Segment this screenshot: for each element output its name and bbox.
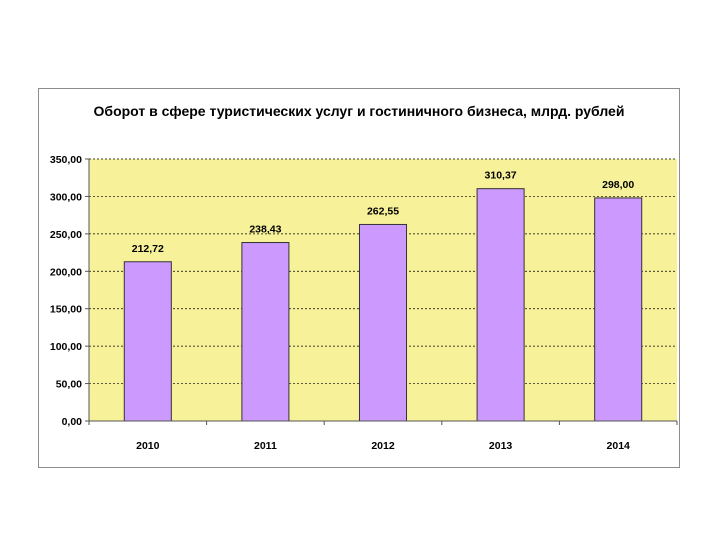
y-tick-label: 50,00 — [56, 379, 82, 391]
bar — [241, 242, 290, 422]
y-tick-label: 100,00 — [50, 341, 82, 353]
bar-chart-plot: 0,00 50,00 100,00 150,00 200,00 250,00 300,00 3… — [50, 154, 678, 452]
x-tick-label: 2011 — [254, 440, 277, 452]
data-labels: 212,72 238,43 262,55 310,37 298,00 — [132, 170, 635, 255]
data-label: 238,43 — [249, 224, 281, 236]
y-tick-label: 150,00 — [50, 304, 82, 316]
bar — [476, 188, 525, 422]
y-axis: 0,00 50,00 100,00 150,00 200,00 250,00 300,00 3… — [50, 154, 90, 428]
bar — [594, 197, 643, 422]
x-tick-label: 2012 — [371, 440, 395, 452]
x-axis: 2010 2011 2012 2013 2014 — [88, 420, 678, 452]
data-label: 262,55 — [367, 205, 399, 217]
x-tick-label: 2010 — [136, 440, 160, 452]
data-label: 212,72 — [132, 243, 164, 255]
bar — [358, 223, 408, 422]
y-tick-label: 200,00 — [50, 266, 82, 278]
bars — [123, 188, 643, 422]
y-tick-label: 0,00 — [62, 416, 83, 428]
chart-frame: Оборот в сфере туристических услуг и гос… — [38, 88, 680, 468]
chart-title: Оборот в сфере туристических услуг и гос… — [93, 103, 625, 119]
y-tick-label: 300,00 — [50, 191, 82, 203]
bar — [123, 261, 172, 422]
y-tick-label: 250,00 — [50, 229, 82, 241]
x-tick-label: 2014 — [607, 440, 631, 452]
y-tick-label: 350,00 — [50, 154, 82, 166]
data-label: 310,37 — [485, 170, 517, 182]
x-tick-label: 2013 — [489, 440, 513, 452]
data-label: 298,00 — [602, 179, 634, 191]
